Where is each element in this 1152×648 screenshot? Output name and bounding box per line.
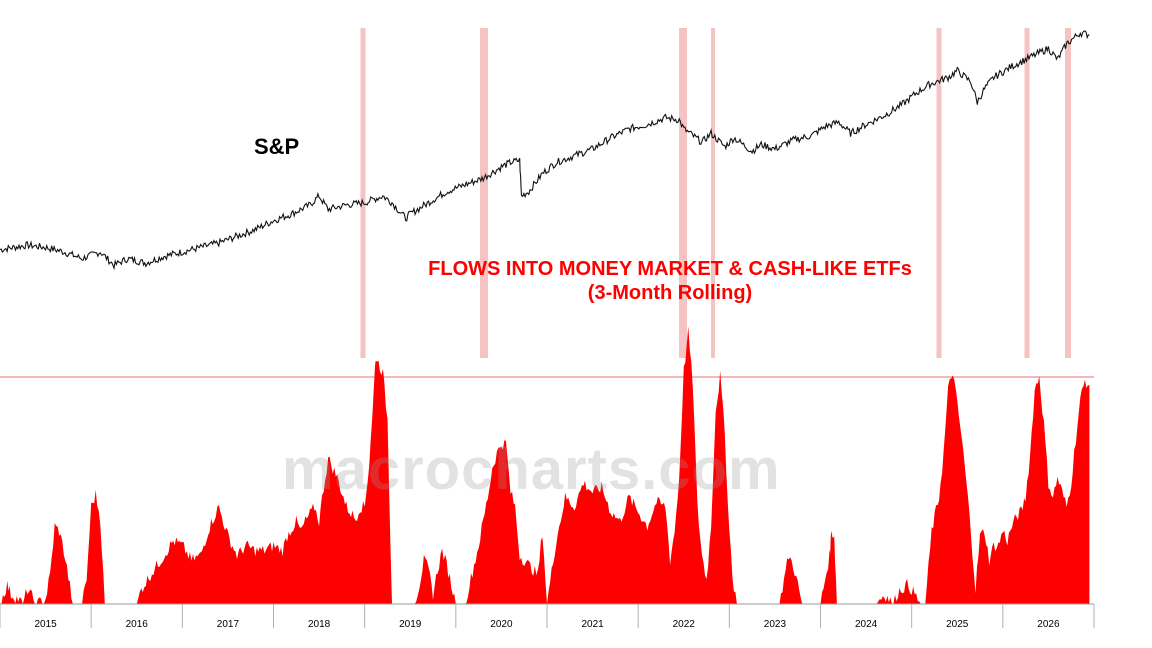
highlight-band [1024, 28, 1030, 358]
sp-line [0, 30, 1090, 271]
x-tick-label: 2018 [308, 619, 331, 630]
x-tick-label: 2020 [490, 619, 513, 630]
x-tick-label: 2026 [1037, 619, 1060, 630]
sp-series-label: S&P [254, 134, 300, 159]
chart-title: FLOWS INTO MONEY MARKET & CASH-LIKE ETFs [428, 258, 912, 280]
x-tick-label: 2023 [764, 619, 787, 630]
chart-subtitle: (3-Month Rolling) [587, 282, 753, 304]
x-tick-label: 2016 [126, 619, 149, 630]
x-tick-label: 2019 [399, 619, 422, 630]
flows-area [0, 326, 1090, 604]
highlight-band [480, 28, 488, 358]
x-tick-label: 2022 [673, 619, 696, 630]
highlight-band [936, 28, 942, 358]
x-tick-label: 2024 [855, 619, 878, 630]
x-tick-label: 2015 [34, 619, 57, 630]
highlight-band [711, 28, 715, 358]
highlight-band [1065, 28, 1071, 358]
x-tick-label: 2025 [946, 619, 969, 630]
watermark: macrocharts.com [282, 437, 781, 502]
x-tick-label: 2017 [217, 619, 240, 630]
x-tick-label: 2021 [581, 619, 604, 630]
chart-title-block: FLOWS INTO MONEY MARKET & CASH-LIKE ETFs… [330, 257, 1010, 305]
highlight-band [360, 28, 366, 358]
highlight-band [679, 28, 687, 358]
